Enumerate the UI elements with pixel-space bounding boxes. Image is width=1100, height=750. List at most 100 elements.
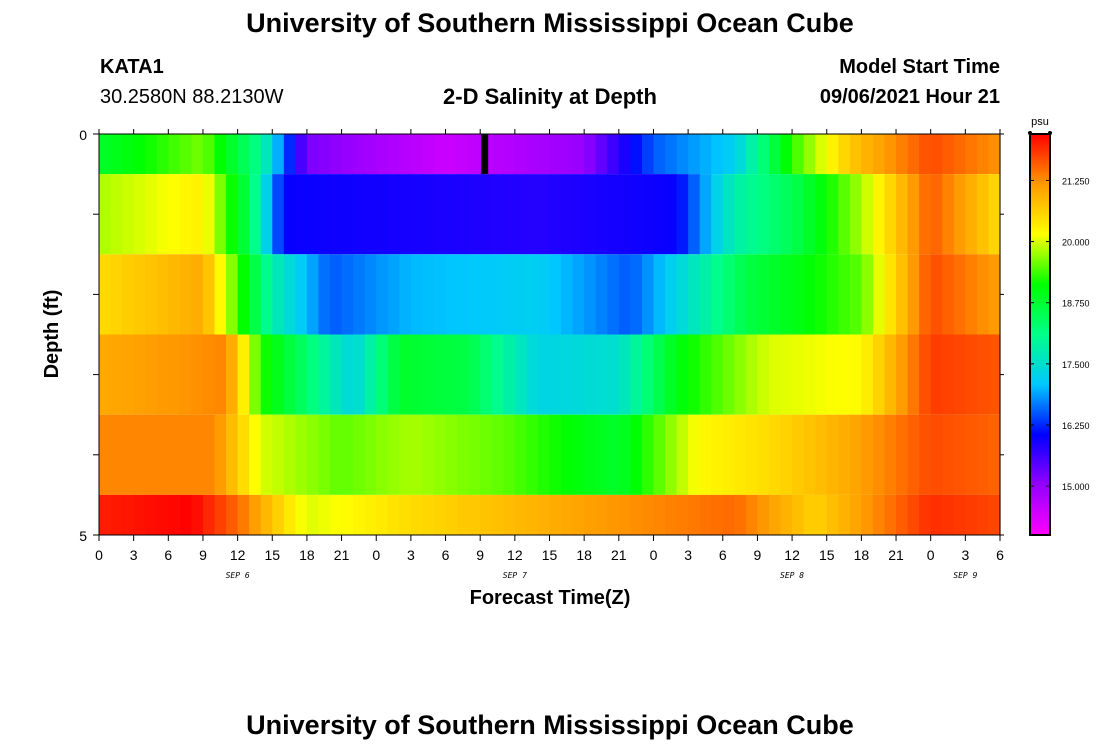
heatmap-cell: [745, 134, 759, 175]
heatmap-cell: [745, 414, 759, 495]
x-tick-label: 0: [650, 547, 658, 563]
x-tick-label: 6: [996, 547, 1004, 563]
heatmap-cell: [491, 414, 504, 495]
heatmap-cell: [884, 334, 897, 415]
heatmap-cell: [399, 334, 412, 415]
heatmap-cell: [584, 414, 597, 495]
station-id: KATA1: [100, 56, 164, 78]
heatmap-cell: [318, 254, 331, 335]
heatmap-cell: [306, 134, 320, 175]
heatmap-cell: [364, 334, 377, 415]
heatmap-cell: [491, 494, 504, 535]
heatmap-cell: [665, 134, 678, 175]
heatmap-cell: [249, 134, 262, 175]
heatmap-cell: [226, 174, 239, 255]
heatmap-cell: [907, 414, 920, 495]
heatmap-cell: [457, 134, 470, 175]
heatmap-cell: [295, 494, 308, 535]
heatmap-cell: [584, 334, 597, 415]
heatmap-cell: [607, 254, 620, 335]
heatmap-cell: [214, 254, 227, 335]
heatmap-cell: [572, 334, 585, 415]
heatmap-cell: [191, 174, 204, 255]
heatmap-cell: [734, 334, 747, 415]
heatmap-cell: [595, 494, 608, 535]
x-tick-label: 3: [961, 547, 969, 563]
heatmap-cell: [179, 334, 193, 415]
heatmap-cell: [711, 134, 724, 175]
heatmap-cell: [399, 174, 412, 255]
heatmap-cell: [133, 134, 146, 175]
heatmap-cell: [641, 334, 655, 415]
heatmap-cell: [491, 134, 504, 175]
colorbar-cap: [1028, 131, 1032, 135]
heatmap-cell: [953, 174, 966, 255]
heatmap-cell: [410, 134, 424, 175]
heatmap-cell: [792, 414, 805, 495]
heatmap-cell: [480, 174, 493, 255]
heatmap-cell: [988, 334, 1001, 415]
heatmap-cell: [503, 254, 516, 335]
heatmap-cell: [872, 494, 886, 535]
heatmap-cell: [306, 174, 320, 255]
heatmap-cell: [526, 494, 539, 535]
heatmap-cell: [202, 254, 216, 335]
heatmap-cell: [734, 134, 747, 175]
heatmap-cell: [838, 174, 851, 255]
heatmap-cell: [214, 174, 227, 255]
heatmap-cell: [537, 254, 551, 335]
heatmap-cell: [364, 494, 377, 535]
x-tick-label: 6: [164, 547, 172, 563]
heatmap-cell: [110, 134, 123, 175]
heatmap-cell: [896, 254, 909, 335]
heatmap-cell: [295, 414, 308, 495]
heatmap-cell: [537, 414, 551, 495]
heatmap-cell: [353, 334, 366, 415]
heatmap-cell: [919, 414, 932, 495]
heatmap-cell: [838, 334, 851, 415]
heatmap-cell: [953, 134, 966, 175]
heatmap-cell: [503, 334, 516, 415]
heatmap-cell: [387, 494, 400, 535]
heatmap-cell: [780, 334, 793, 415]
heatmap-cell: [249, 494, 262, 535]
heatmap-cell: [641, 494, 655, 535]
heatmap-cell: [422, 414, 435, 495]
heatmap-cell: [561, 254, 574, 335]
heatmap-cell: [584, 134, 597, 175]
heatmap-cell: [387, 174, 400, 255]
heatmap-cell: [630, 494, 643, 535]
heatmap-cell: [976, 254, 990, 335]
heatmap-cell: [595, 414, 608, 495]
heatmap-cell: [907, 174, 920, 255]
heatmap-cell: [399, 494, 412, 535]
heatmap-cell: [861, 494, 874, 535]
x-tick-label: 15: [264, 547, 280, 563]
heatmap-cell: [179, 254, 193, 335]
heatmap-cell: [607, 414, 620, 495]
heatmap-cell: [503, 134, 516, 175]
station-location: 30.2580N 88.2130W: [100, 86, 284, 108]
heatmap-cell: [688, 254, 701, 335]
heatmap-cell: [341, 334, 354, 415]
heatmap-cell: [861, 414, 874, 495]
heatmap-cell: [803, 174, 816, 255]
heatmap-cell: [930, 134, 943, 175]
colorbar-tick-label: 21.250: [1062, 176, 1090, 186]
heatmap-cell: [849, 134, 862, 175]
heatmap-cell: [514, 134, 527, 175]
heatmap-cell: [722, 334, 735, 415]
heatmap-cell: [480, 334, 493, 415]
heatmap-cell: [688, 414, 701, 495]
heatmap-cell: [168, 414, 181, 495]
heatmap-cell: [815, 174, 828, 255]
heatmap-cell: [630, 134, 643, 175]
heatmap-cell: [168, 134, 181, 175]
heatmap-cell: [295, 334, 308, 415]
heatmap-cell: [526, 134, 539, 175]
colorbar-tick-label: 17.500: [1062, 360, 1090, 370]
x-tick-label: 6: [719, 547, 727, 563]
heatmap-cell: [849, 174, 862, 255]
heatmap-cell: [768, 254, 782, 335]
